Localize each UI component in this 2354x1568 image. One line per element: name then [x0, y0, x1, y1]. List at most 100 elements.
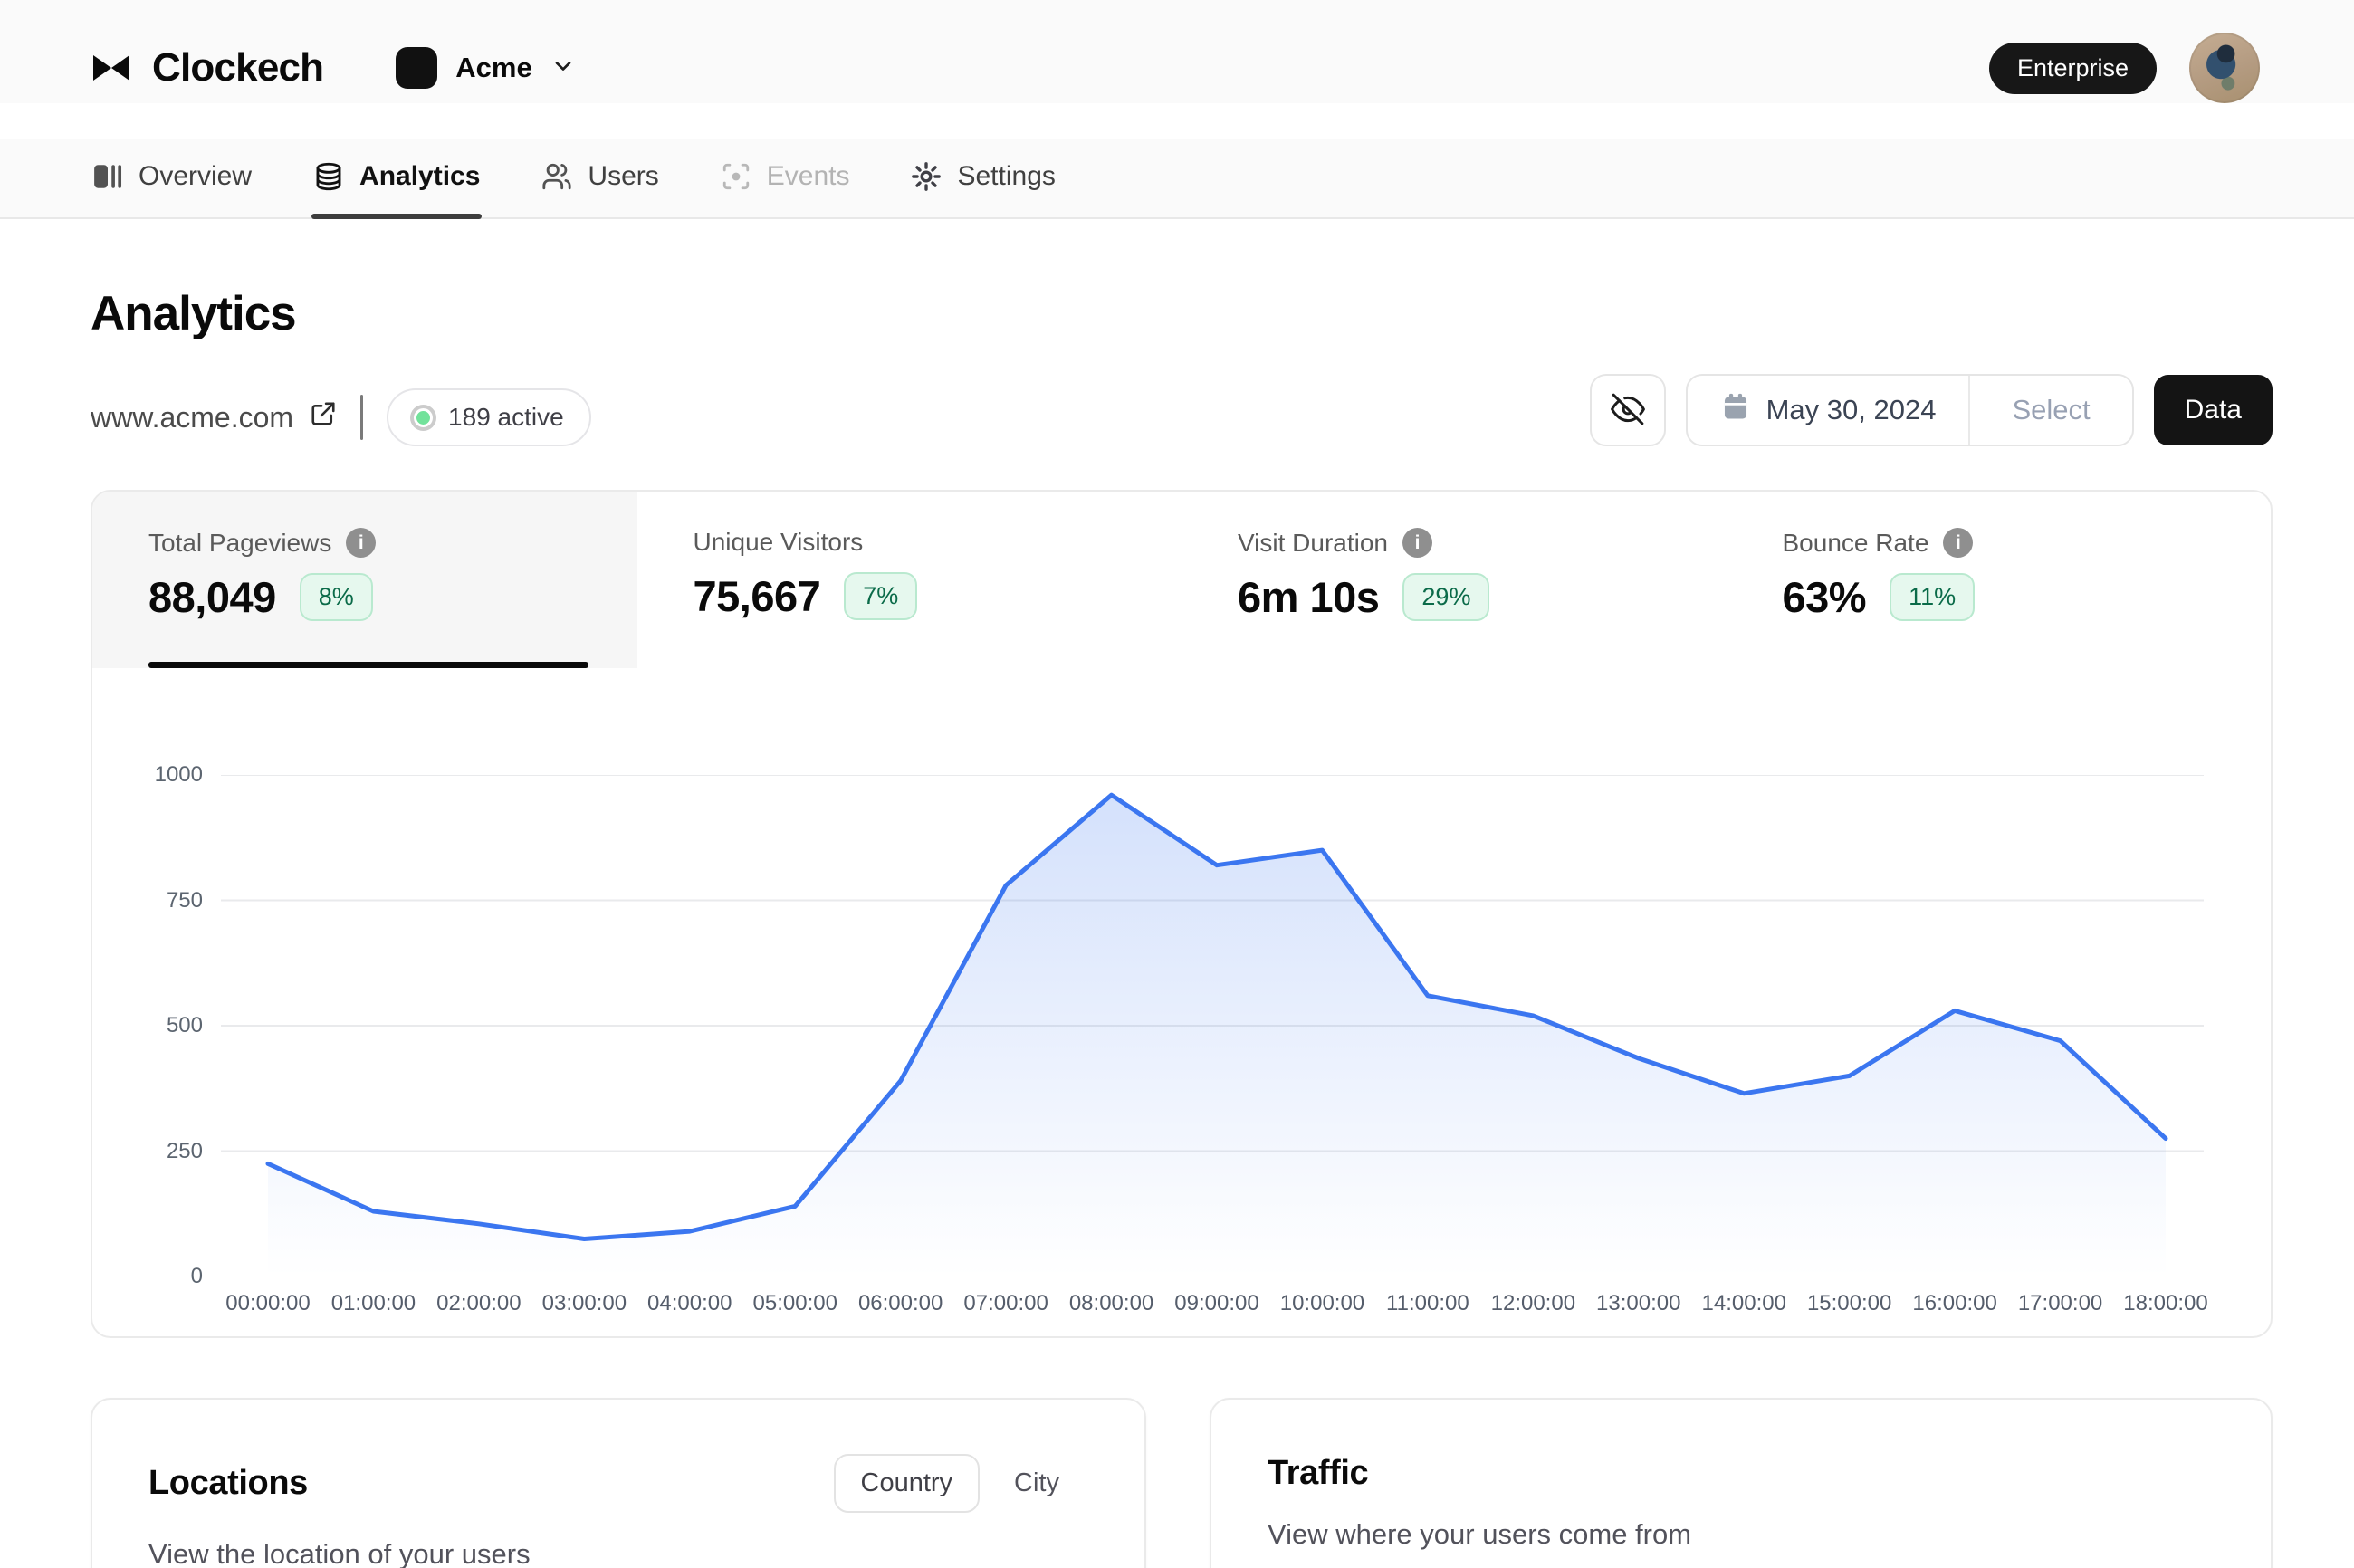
x-tick-label: 04:00:00 — [647, 1291, 732, 1315]
info-icon[interactable]: i — [1943, 528, 1974, 558]
stat-delta-badge: 11% — [1890, 573, 1976, 621]
main-tabs: Overview Analytics Users — [0, 139, 2354, 219]
stat-value: 6m 10s — [1238, 573, 1380, 621]
external-link-icon — [310, 400, 337, 435]
page-title: Analytics — [91, 287, 297, 340]
x-tick-label: 00:00:00 — [225, 1291, 311, 1315]
stat-value: 75,667 — [693, 572, 821, 620]
stat-delta-badge: 7% — [844, 572, 918, 620]
calendar-icon — [1720, 391, 1751, 429]
stat-value: 63% — [1782, 573, 1867, 621]
info-icon[interactable]: i — [1402, 528, 1433, 558]
data-button[interactable]: Data — [2153, 375, 2273, 445]
traffic-subtitle: View where your users come from — [1268, 1518, 1692, 1550]
user-avatar[interactable] — [2189, 33, 2260, 103]
workspace-selector[interactable]: Acme — [396, 47, 575, 89]
x-tick-label: 02:00:00 — [436, 1291, 522, 1315]
tab-analytics[interactable]: Analytics — [311, 139, 483, 219]
chart-y-axis: 0 250 500 750 1000 — [92, 762, 203, 1288]
x-tick-label: 12:00:00 — [1490, 1291, 1576, 1315]
x-tick-label: 09:00:00 — [1174, 1291, 1259, 1315]
toggle-visibility-button[interactable] — [1589, 374, 1666, 446]
traffic-card: Traffic View where your users come from — [1210, 1398, 2273, 1568]
y-tick-label: 0 — [190, 1264, 203, 1288]
x-tick-label: 11:00:00 — [1386, 1291, 1469, 1315]
date-value: May 30, 2024 — [1766, 394, 1937, 425]
stat-visit-duration[interactable]: Visit Duration i 6m 10s 29% — [1182, 492, 1727, 668]
date-range-control: May 30, 2024 Select — [1685, 374, 2134, 446]
toggle-city[interactable]: City — [1014, 1468, 1059, 1497]
top-bar: Clockech Acme Enterprise — [0, 0, 2354, 103]
users-icon — [541, 161, 572, 192]
eye-off-icon — [1610, 392, 1645, 429]
y-tick-label: 750 — [166, 887, 203, 913]
workspace-name: Acme — [455, 52, 532, 83]
tab-users[interactable]: Users — [540, 139, 660, 217]
tab-label: Analytics — [359, 161, 481, 191]
database-icon — [313, 161, 344, 192]
x-tick-label: 03:00:00 — [541, 1291, 627, 1315]
stat-label: Visit Duration — [1238, 528, 1389, 557]
domain-text: www.acme.com — [91, 400, 294, 434]
chevron-down-icon — [550, 53, 576, 83]
site-domain-link[interactable]: www.acme.com — [91, 400, 337, 435]
workspace-avatar — [396, 47, 438, 89]
x-tick-label: 07:00:00 — [963, 1291, 1048, 1315]
stat-delta-badge: 8% — [299, 573, 373, 621]
stat-value: 88,049 — [148, 573, 276, 621]
stat-label: Unique Visitors — [693, 528, 864, 556]
plan-badge: Enterprise — [1988, 42, 2157, 94]
y-tick-label: 500 — [166, 1013, 203, 1037]
x-tick-label: 18:00:00 — [2123, 1291, 2208, 1315]
active-users-text: 189 active — [448, 403, 564, 431]
info-icon[interactable]: i — [346, 528, 377, 558]
gear-icon — [911, 161, 942, 192]
y-tick-label: 250 — [166, 1138, 203, 1163]
x-tick-label: 15:00:00 — [1806, 1291, 1892, 1315]
select-placeholder: Select — [2012, 394, 2091, 425]
x-tick-label: 01:00:00 — [330, 1291, 416, 1315]
x-tick-label: 06:00:00 — [857, 1291, 943, 1315]
x-tick-label: 08:00:00 — [1068, 1291, 1154, 1315]
brand-name: Clockech — [152, 45, 324, 90]
analytics-page: Analytics www.acme.com 189 active — [0, 219, 2354, 1568]
locations-title: Locations — [148, 1464, 308, 1502]
chart-x-axis: 00:00:00 01:00:00 02:00:00 03:00:00 04:00:00… — [221, 1291, 2208, 1322]
locations-card: Locations Country City View the location… — [91, 1398, 1146, 1568]
tab-label: Users — [588, 161, 659, 191]
stat-bounce-rate[interactable]: Bounce Rate i 63% 11% — [1727, 492, 2272, 668]
live-dot-icon — [414, 407, 434, 427]
analytics-panel: Total Pageviews i 88,049 8% Unique Visit… — [91, 490, 2273, 1338]
x-tick-label: 17:00:00 — [2017, 1291, 2103, 1315]
stat-unique-visitors[interactable]: Unique Visitors 75,667 7% — [637, 492, 1182, 668]
x-tick-label: 10:00:00 — [1279, 1291, 1365, 1315]
locations-subtitle: View the location of your users — [148, 1538, 531, 1568]
stat-total-pageviews[interactable]: Total Pageviews i 88,049 8% — [92, 492, 637, 668]
stat-label: Total Pageviews — [148, 528, 332, 557]
active-stat-indicator — [148, 662, 588, 668]
y-tick-label: 1000 — [154, 762, 203, 787]
tab-overview[interactable]: Overview — [91, 139, 254, 217]
active-users-badge: 189 active — [387, 388, 591, 446]
x-tick-label: 16:00:00 — [1912, 1291, 1997, 1315]
range-select[interactable]: Select — [1968, 376, 2131, 445]
brand-logo[interactable]: Clockech — [91, 45, 324, 91]
tab-settings[interactable]: Settings — [909, 139, 1057, 217]
tab-label: Settings — [957, 161, 1056, 191]
traffic-title: Traffic — [1268, 1454, 1369, 1492]
tab-label: Overview — [139, 161, 253, 191]
tab-label: Events — [766, 161, 850, 191]
date-picker[interactable]: May 30, 2024 — [1688, 376, 1969, 445]
stat-delta-badge: 29% — [1402, 573, 1490, 621]
logo-icon — [91, 52, 132, 84]
divider — [360, 395, 364, 440]
scan-eye-icon — [721, 161, 751, 192]
chart-plot — [221, 775, 2204, 1276]
locations-toggle: Country City — [833, 1454, 1086, 1513]
stat-label: Bounce Rate — [1782, 528, 1929, 557]
x-tick-label: 14:00:00 — [1701, 1291, 1786, 1315]
tab-events[interactable]: Events — [719, 139, 852, 217]
toggle-country[interactable]: Country — [833, 1454, 981, 1513]
x-tick-label: 05:00:00 — [752, 1291, 837, 1315]
stats-row: Total Pageviews i 88,049 8% Unique Visit… — [92, 492, 2271, 668]
